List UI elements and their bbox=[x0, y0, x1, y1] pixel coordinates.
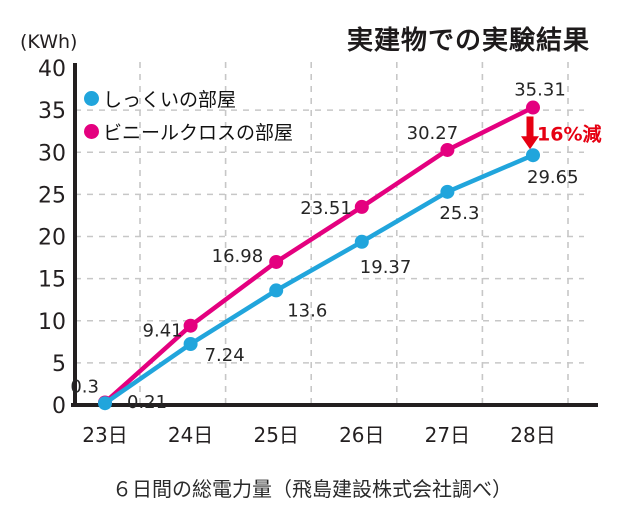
y-tick-label: 40 bbox=[38, 57, 66, 82]
data-point bbox=[526, 100, 540, 115]
x-tick-label: 24日 bbox=[168, 423, 213, 447]
data-point-label: 0.21 bbox=[127, 392, 167, 413]
y-tick-label: 0 bbox=[52, 394, 66, 419]
data-point-label: 25.3 bbox=[439, 203, 479, 224]
x-tick-label: 27日 bbox=[425, 423, 470, 447]
legend-label: ビニールクロスの部屋 bbox=[103, 122, 294, 144]
y-tick-label: 5 bbox=[52, 352, 66, 377]
legend-item: ビニールクロスの部屋 bbox=[84, 115, 293, 148]
data-point bbox=[183, 318, 198, 333]
y-tick-label: 15 bbox=[38, 268, 66, 293]
series-line bbox=[102, 105, 536, 405]
y-tick-label: 30 bbox=[38, 141, 66, 166]
y-tick-label: 10 bbox=[38, 310, 66, 335]
x-tick-label: 28日 bbox=[510, 423, 555, 447]
data-point-label: 13.6 bbox=[287, 300, 327, 321]
data-point-label: 23.51 bbox=[300, 198, 352, 219]
data-point-label: 19.37 bbox=[360, 257, 412, 278]
data-point bbox=[354, 234, 369, 249]
x-tick-label: 25日 bbox=[253, 423, 298, 447]
data-point bbox=[269, 283, 284, 298]
x-tick-label: 26日 bbox=[339, 423, 384, 447]
legend-marker bbox=[84, 91, 99, 106]
data-point bbox=[354, 199, 369, 214]
legend-label: しっくいの部屋 bbox=[103, 89, 237, 111]
y-tick-label: 20 bbox=[38, 226, 66, 251]
data-point bbox=[269, 254, 284, 269]
data-point bbox=[440, 142, 455, 157]
y-tick-label: 25 bbox=[38, 183, 66, 208]
data-point-label: 30.27 bbox=[407, 123, 459, 144]
legend-item: しっくいの部屋 bbox=[84, 82, 293, 115]
data-point bbox=[526, 148, 540, 163]
series-line bbox=[102, 152, 536, 406]
data-point-label: 9.41 bbox=[143, 321, 183, 342]
data-point-label: 29.65 bbox=[527, 167, 579, 188]
data-point-label: 16.98 bbox=[212, 246, 264, 267]
data-point-label: 35.31 bbox=[514, 80, 566, 101]
y-tick-label: 35 bbox=[38, 99, 66, 124]
x-tick-label: 23日 bbox=[82, 423, 127, 447]
data-point-label: 0.3 bbox=[70, 376, 99, 397]
chart-title: 実建物での実験結果 bbox=[346, 26, 590, 56]
y-axis-unit-label: (KWh) bbox=[20, 31, 78, 53]
data-point bbox=[440, 184, 455, 199]
legend-marker bbox=[84, 124, 99, 139]
decrease-arrow-icon bbox=[521, 116, 539, 150]
annotation-text: 16%減 bbox=[537, 123, 601, 146]
data-point bbox=[98, 396, 112, 411]
data-point-label: 7.24 bbox=[205, 345, 245, 366]
legend: しっくいの部屋 ビニールクロスの部屋 bbox=[84, 82, 293, 148]
chart-caption: ６日間の総電力量（飛島建設株式会社調べ） bbox=[112, 477, 512, 501]
data-point bbox=[183, 337, 198, 352]
